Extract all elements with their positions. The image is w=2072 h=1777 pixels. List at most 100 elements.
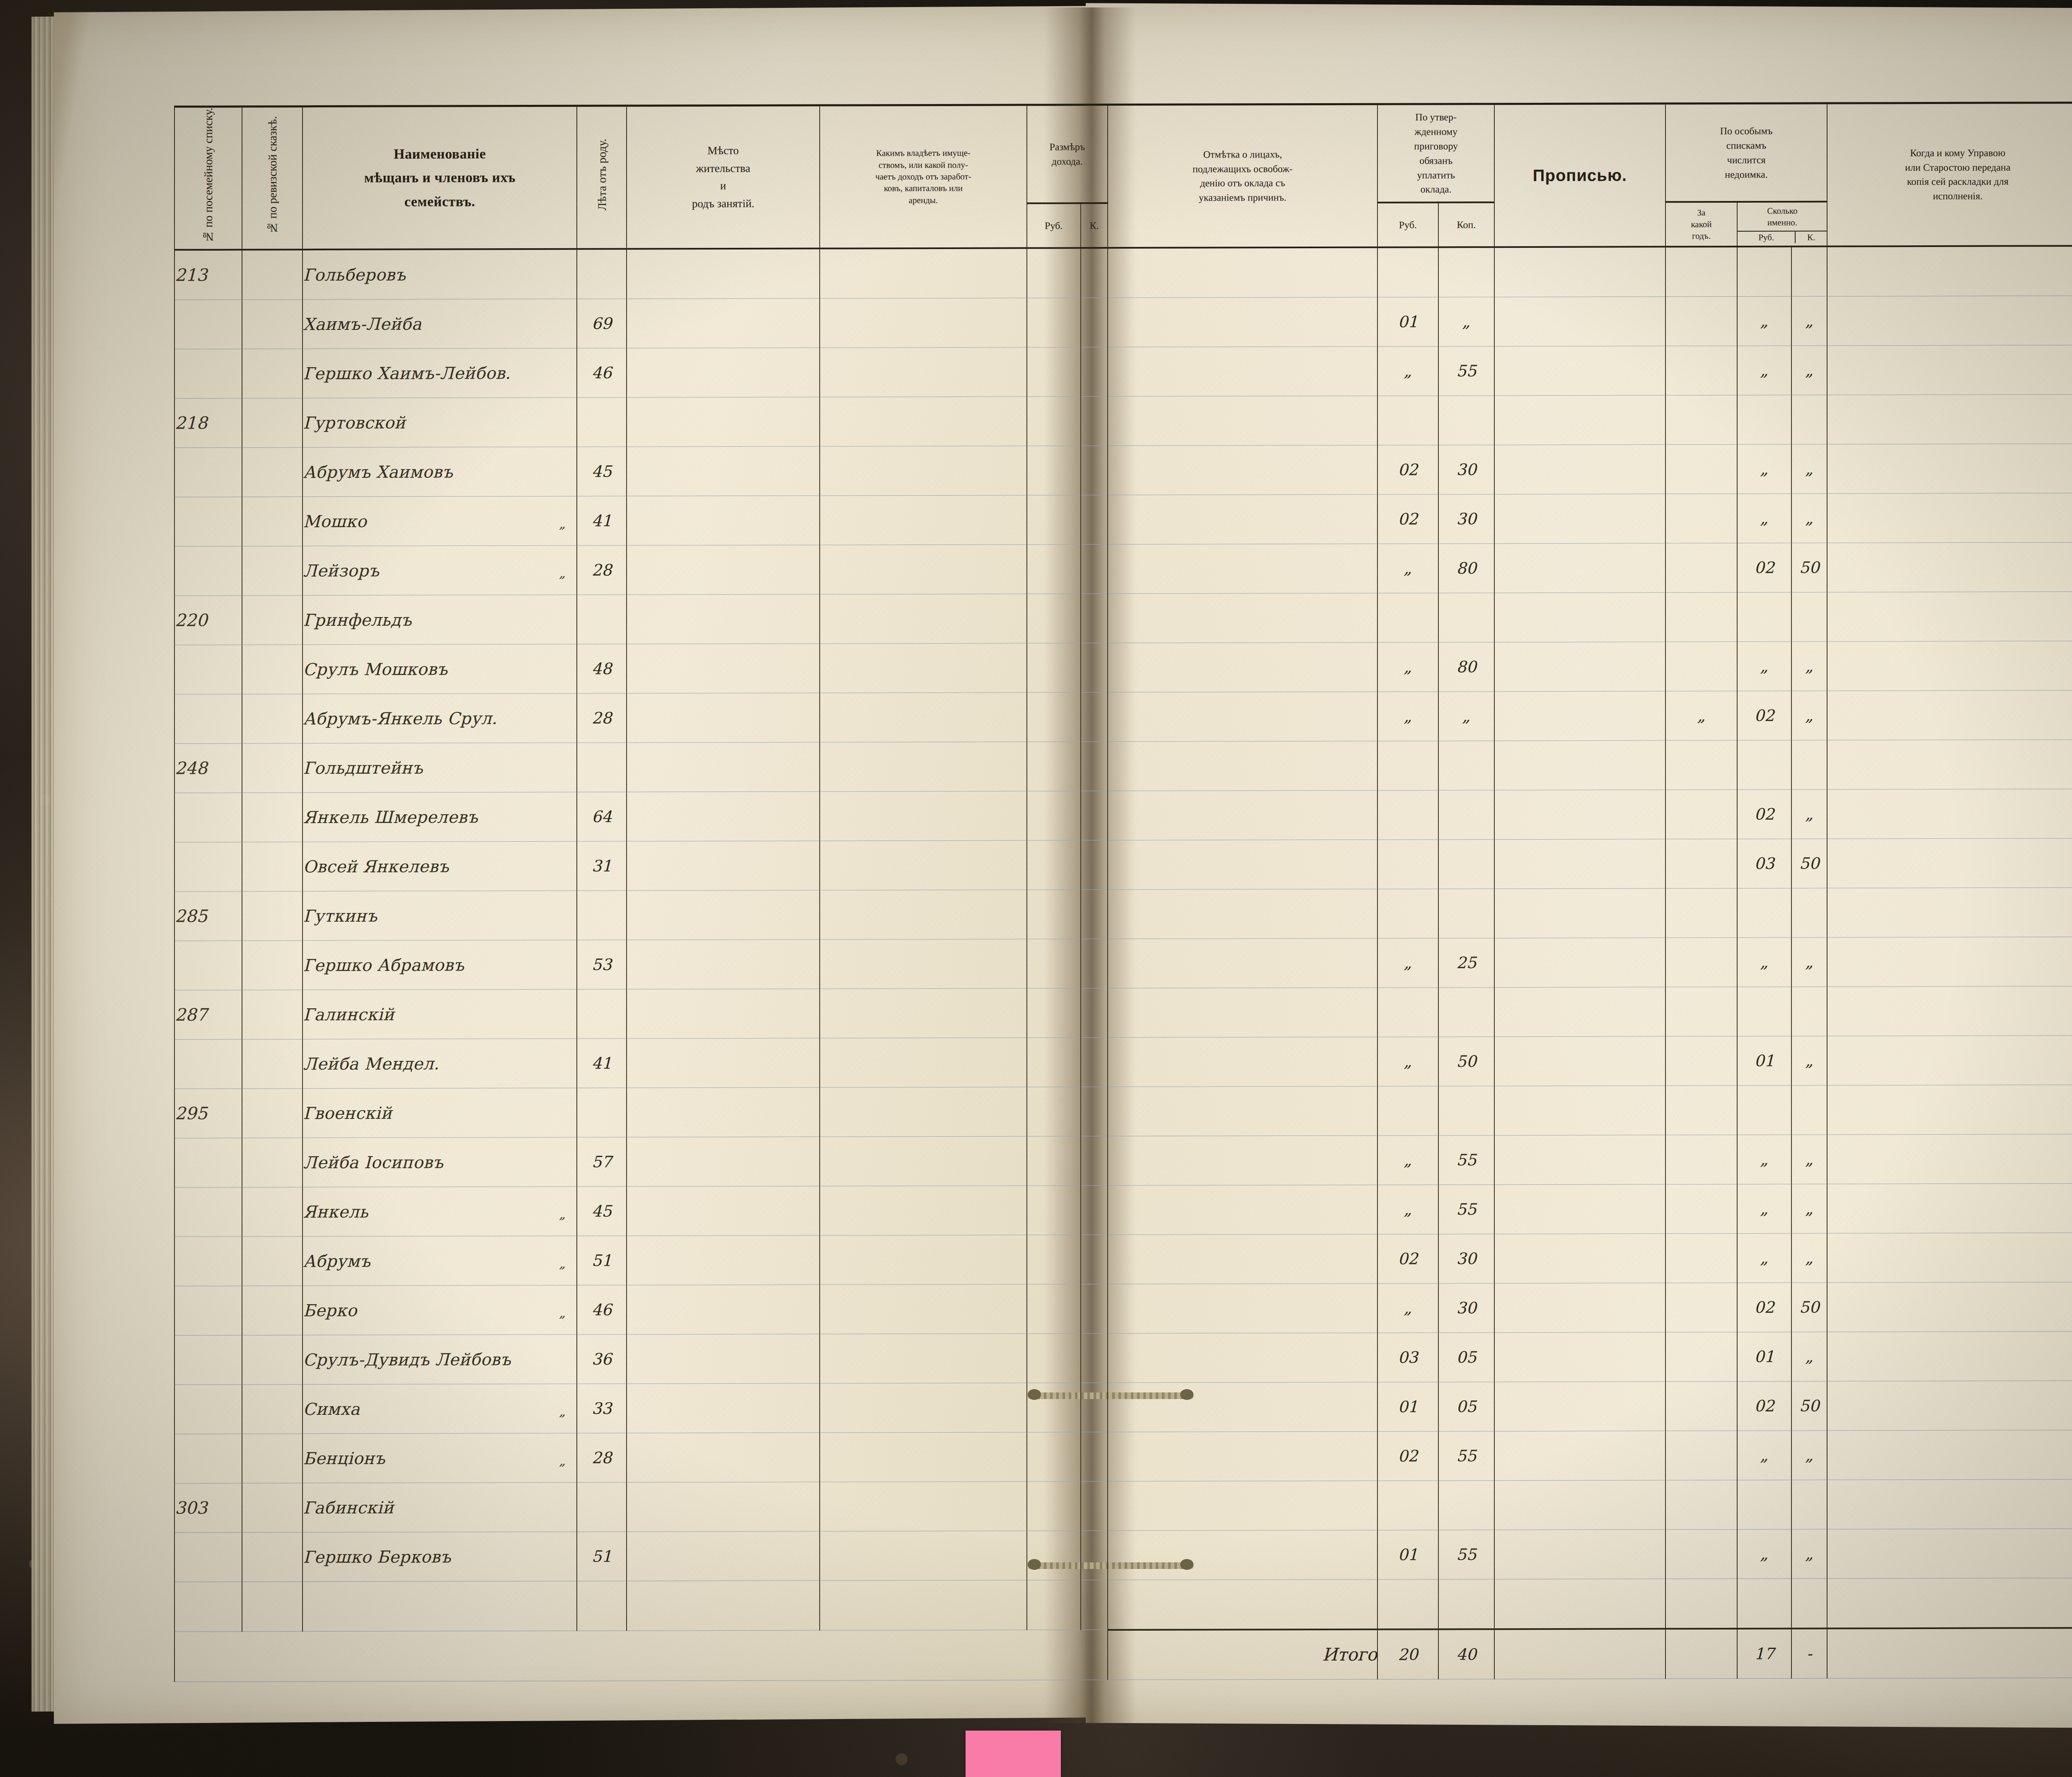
cell-revision-number [242,249,303,300]
cell-family-number [174,1187,242,1237]
cell-residence [627,1531,820,1581]
cell-income-rub [1027,248,1081,298]
cell-person-name: Гольберовъ [303,249,577,299]
cell-age [577,989,626,1039]
table-row: 218Гуртовской [174,394,2072,448]
ditto-mark: „ [559,1305,566,1320]
cell-blank [1494,1578,1665,1629]
cell-copy-delivery [1827,1430,2072,1479]
cell-blank [1108,1579,1377,1630]
header-assessed-tax: По утвер- жденному приговору обязанъ упл… [1377,104,1494,203]
cell-revision-number [242,891,303,940]
header-assessed-line2: жденному [1378,124,1494,139]
cell-exemption-note [1108,1037,1377,1087]
cell-copy-delivery [1827,1380,2072,1430]
sticky-note-bottom[interactable] [966,1731,1061,1777]
cell-family-number: 295 [174,1089,242,1138]
header-arrears-year-line2: какой [1666,218,1737,230]
cell-property [820,495,1026,545]
header-delivery-line2: или Старостою передана [1828,160,2072,175]
cell-property [820,298,1026,348]
table-row: Янкель„45„55„„ [174,1183,2072,1237]
table-row: Берко„46„300250 [174,1282,2072,1335]
cell-age: 28 [577,1433,626,1482]
total-assessed-rub: 20 [1377,1629,1438,1679]
cell-age [577,397,626,447]
cell-arrears-year [1665,1381,1738,1431]
cell-revision-number [242,1286,303,1335]
cell-age: 57 [577,1137,626,1186]
ledger-body: 213ГольберовъХаимъ-Лейба6901„„„Гершко Ха… [174,246,2072,1682]
cell-person-name: Лейба Мендел. [303,1039,577,1088]
cell-assessed-kop: 30 [1438,1283,1495,1332]
cell-income-kop [1081,741,1108,791]
cell-assessed-rub [1377,247,1438,297]
cell-arrears-kop [1791,1085,1828,1135]
cell-income-kop [1081,347,1108,396]
cell-family-number: 285 [174,891,242,941]
cell-assessed-kop: 30 [1438,494,1495,543]
cell-arrears-year [1665,543,1738,592]
cell-arrears-rub [1737,740,1791,789]
cell-income-kop [1081,298,1108,347]
cell-assessed-rub [1377,790,1438,840]
header-revision-number-label: № по ревизской сказкѣ. [265,116,280,234]
cell-assessed-rub: „ [1377,1185,1438,1234]
table-row: Лейба Мендел.41„5001„ [174,1035,2072,1089]
cell-arrears-year [1665,1233,1738,1283]
cell-written-in-words [1494,592,1665,642]
cell-assessed-kop [1438,839,1495,888]
cell-copy-delivery [1827,443,2072,493]
cell-income-rub [1027,988,1081,1037]
header-assessed-rub: Руб. [1377,203,1438,247]
cell-arrears-kop: „ [1791,937,1828,987]
cell-written-in-words [1494,1135,1665,1184]
cell-income-rub [1027,1037,1081,1087]
cell-income-kop [1081,248,1108,298]
cell-person-name: Гвоенскій [303,1088,577,1138]
cell-person-name: Янкель„ [303,1186,577,1236]
header-arrears-year-line3: годъ. [1666,230,1737,242]
cell-person-name: Габинскій [303,1482,577,1532]
cell-property [820,1334,1026,1383]
cell-person-name: Мошко„ [303,496,577,546]
cell-assessed-kop: 80 [1438,543,1495,593]
table-row: 285Гуткинъ [174,887,2072,941]
header-delivery-line1: Когда и кому Управою [1828,145,2072,160]
cell-blank [1827,1578,2072,1628]
cell-income-kop [1081,1530,1108,1580]
cell-copy-delivery [1827,295,2072,345]
cell-property [820,1136,1026,1186]
cell-property [820,1186,1026,1235]
cell-copy-delivery [1827,542,2072,592]
cell-written-in-words [1494,691,1665,741]
cell-revision-number [242,398,303,447]
cell-assessed-rub [1377,988,1438,1037]
cell-income-kop [1081,1382,1108,1432]
cell-income-kop [1081,544,1108,593]
cell-copy-delivery [1827,1528,2072,1578]
cell-copy-delivery [1827,739,2072,789]
header-arrears: По особымъ спискамъ числится недоимка. [1665,103,1828,202]
cell-family-number [174,448,242,497]
header-arrears-year-line1: За [1666,206,1737,218]
cell-assessed-rub [1377,840,1438,889]
cell-assessed-kop [1438,987,1495,1036]
cell-copy-delivery [1827,1134,2072,1184]
header-arrears-line1: По особымъ [1666,124,1827,139]
cell-arrears-kop: „ [1791,346,1828,395]
cell-family-number [174,1385,242,1434]
cell-income-rub [1027,791,1081,840]
cell-written-in-words [1494,1283,1665,1332]
cell-exemption-note [1108,1333,1377,1382]
cell-family-number: 248 [174,743,242,793]
header-age: Лѣта отъ роду. [577,106,626,249]
cell-revision-number [242,299,303,349]
header-residence: Мѣсто жительства и родъ занятій. [627,105,820,249]
cell-exemption-note [1108,1234,1377,1284]
cell-person-name: Абрумъ Хаимовъ [303,447,577,496]
header-written-in-words: Прописью. [1494,104,1665,247]
cell-income-rub [1027,939,1081,988]
total-label: Итого [1108,1629,1377,1680]
cell-arrears-year [1665,1480,1738,1529]
